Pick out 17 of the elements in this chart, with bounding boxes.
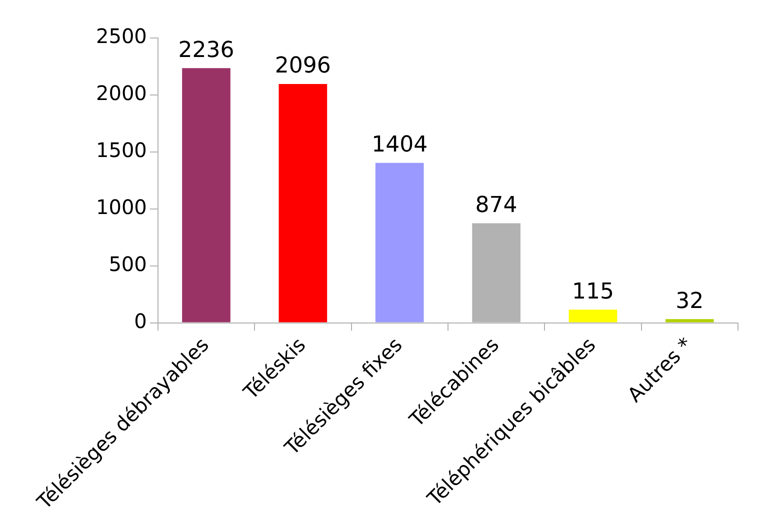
data-label: 1404 bbox=[372, 132, 428, 158]
bar bbox=[278, 84, 328, 322]
data-label: 2096 bbox=[274, 54, 331, 79]
data-label: 115 bbox=[572, 279, 614, 304]
y-tick-label: 500 bbox=[108, 252, 147, 276]
data-label: 874 bbox=[475, 192, 518, 218]
y-tick-label: 1000 bbox=[96, 195, 147, 220]
data-label: 32 bbox=[676, 288, 704, 314]
bar bbox=[375, 162, 424, 322]
data-label: 2236 bbox=[178, 38, 234, 63]
y-tick-label: 2500 bbox=[96, 24, 147, 48]
bar bbox=[568, 310, 618, 322]
y-tick-label: 1500 bbox=[96, 138, 147, 162]
bar bbox=[665, 319, 714, 322]
y-tick-label: 0 bbox=[134, 308, 147, 333]
y-tick-label: 2000 bbox=[96, 81, 147, 106]
bar bbox=[182, 68, 230, 322]
